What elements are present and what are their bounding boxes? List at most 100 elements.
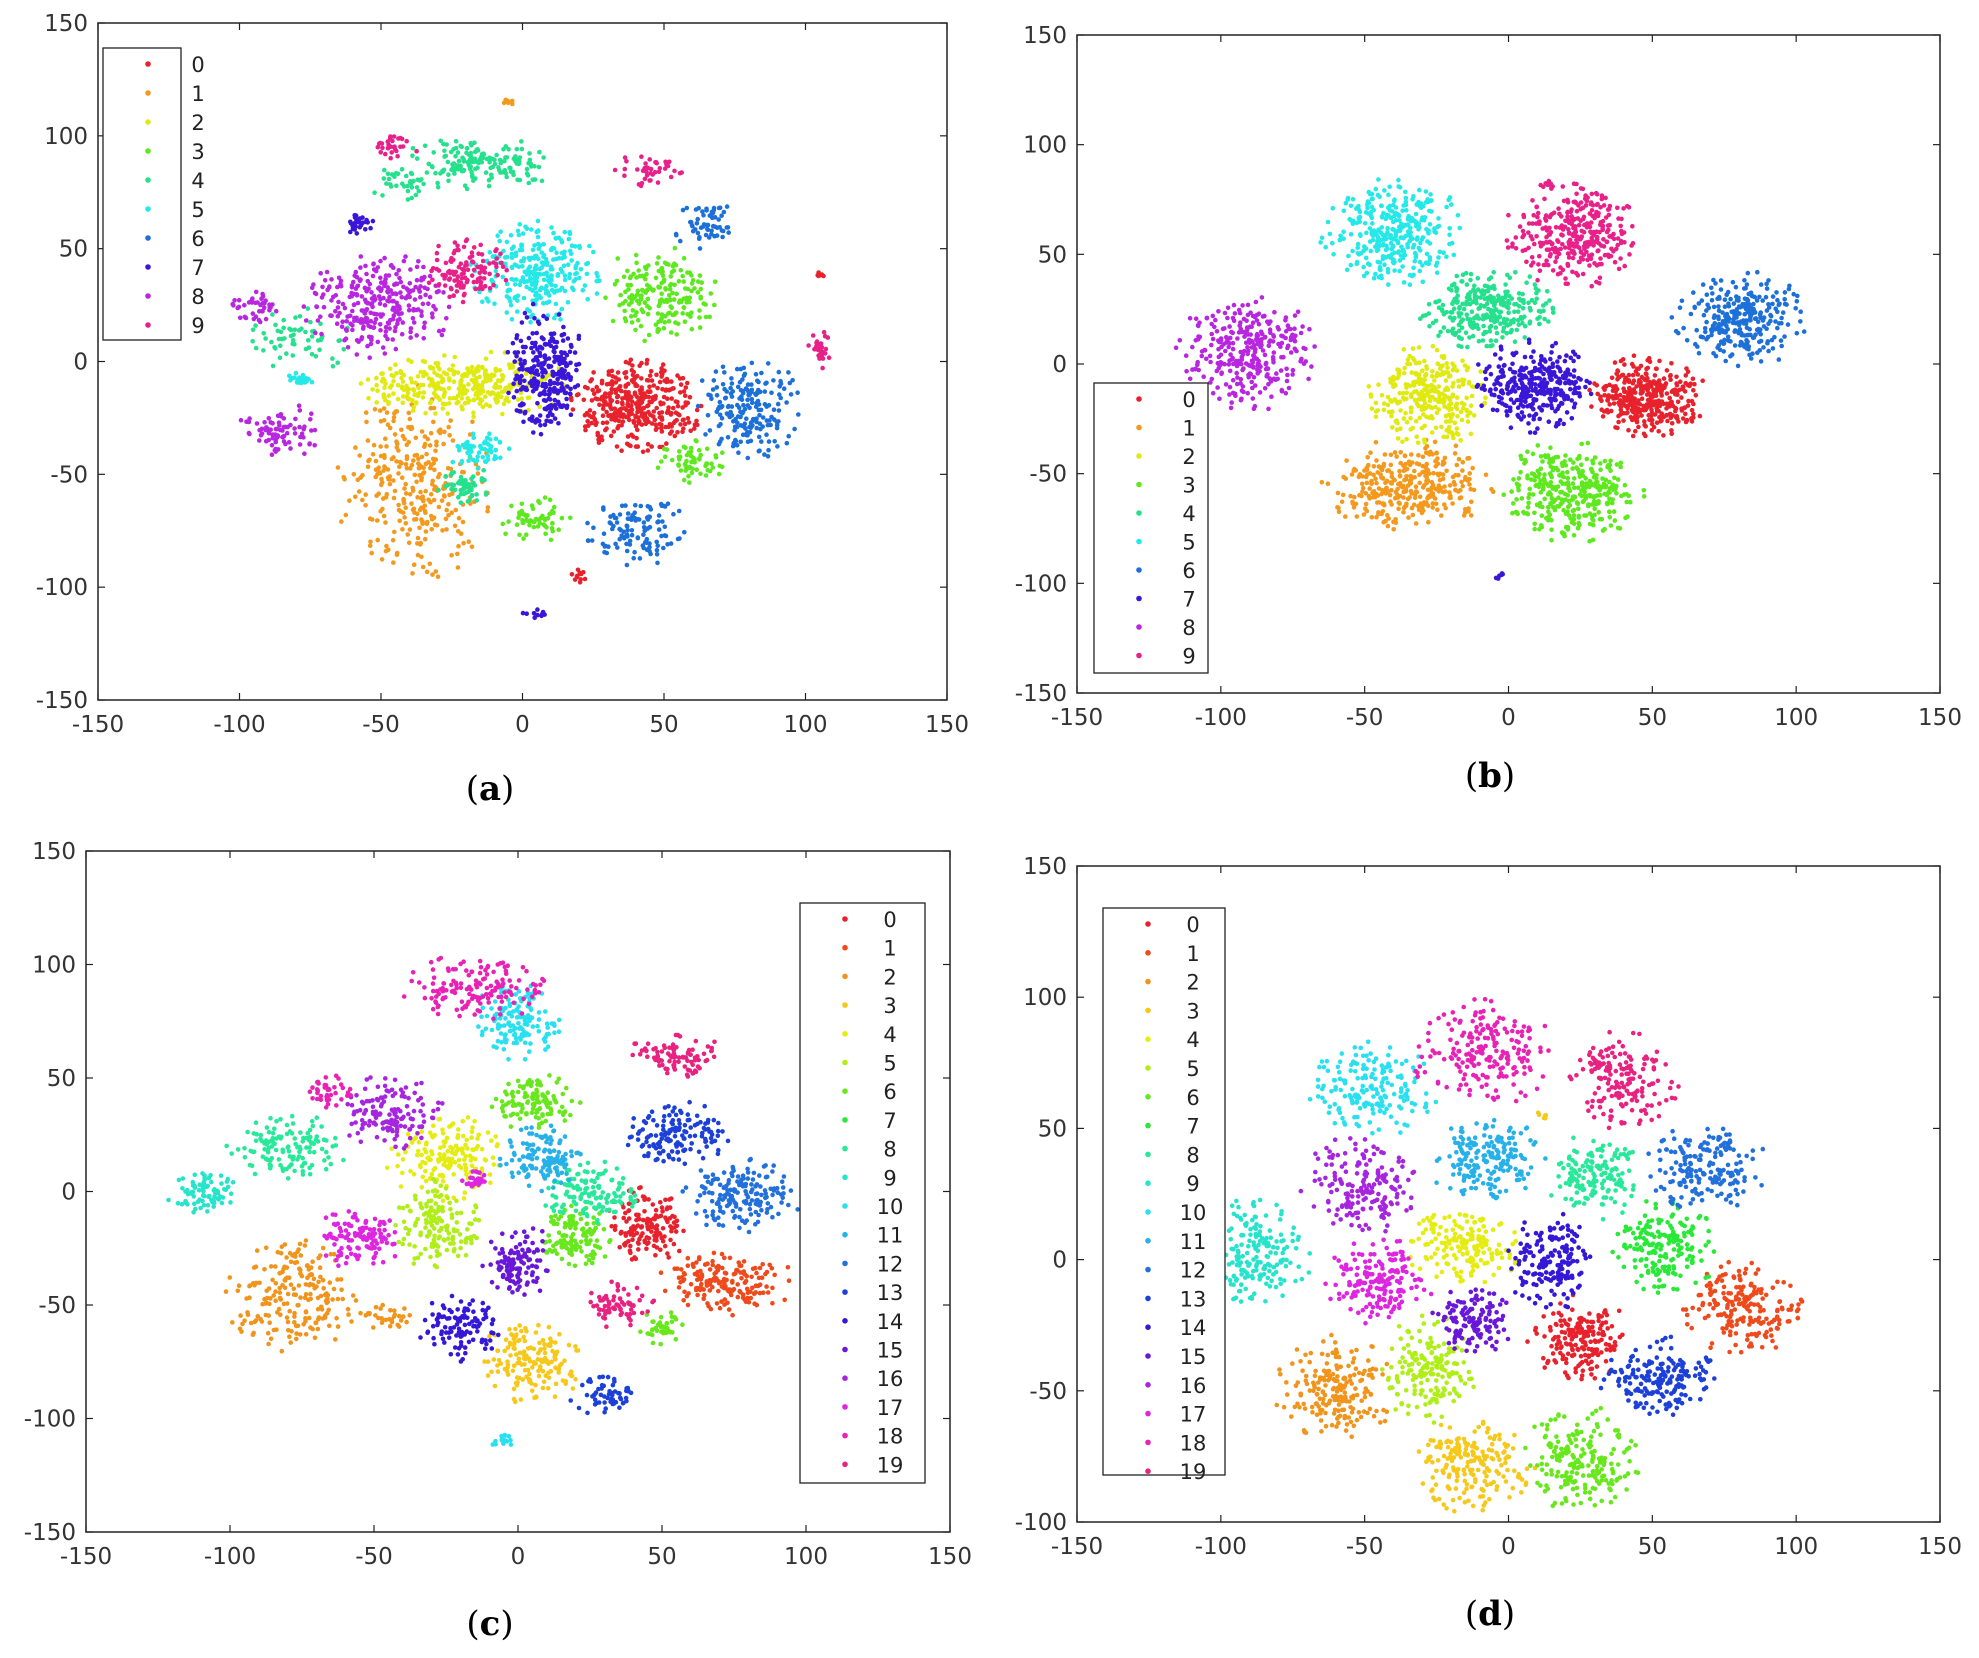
data-point xyxy=(776,369,782,375)
data-point xyxy=(464,146,470,151)
data-point xyxy=(640,309,646,315)
data-point xyxy=(385,475,391,480)
data-point xyxy=(1643,407,1648,413)
data-point xyxy=(317,347,322,353)
data-point xyxy=(365,464,371,470)
data-point xyxy=(765,454,771,459)
data-point xyxy=(497,238,503,244)
data-point xyxy=(408,267,413,272)
data-point xyxy=(474,458,480,464)
data-point xyxy=(422,536,428,542)
data-point xyxy=(542,517,548,523)
data-point xyxy=(1663,381,1669,386)
data-point xyxy=(479,159,485,165)
data-point xyxy=(746,389,751,394)
data-point xyxy=(550,521,555,526)
data-point xyxy=(536,272,541,277)
data-point xyxy=(529,227,534,232)
data-point xyxy=(1438,364,1444,369)
data-point xyxy=(266,416,272,421)
data-point xyxy=(483,492,489,497)
data-point xyxy=(453,145,459,151)
data-point xyxy=(320,284,325,290)
cluster-0 xyxy=(569,567,588,585)
data-point xyxy=(474,492,479,497)
data-point xyxy=(1414,379,1420,385)
data-point xyxy=(582,412,588,418)
data-point xyxy=(1417,472,1422,478)
data-point xyxy=(466,398,472,404)
data-point xyxy=(431,150,437,155)
data-point xyxy=(749,360,755,366)
data-point xyxy=(425,436,431,442)
data-point xyxy=(1589,513,1595,519)
data-point xyxy=(426,280,432,286)
data-point xyxy=(663,424,668,430)
data-point xyxy=(707,468,713,474)
data-point xyxy=(514,373,519,379)
data-point xyxy=(1669,399,1674,405)
data-point xyxy=(1612,475,1617,481)
data-point xyxy=(1335,490,1341,496)
data-point xyxy=(671,420,677,426)
data-point xyxy=(1459,417,1465,423)
data-point xyxy=(268,305,273,310)
data-point xyxy=(368,310,374,316)
data-point xyxy=(522,378,527,384)
data-point xyxy=(662,320,668,325)
data-point xyxy=(1422,501,1428,507)
data-point xyxy=(582,576,588,582)
data-point xyxy=(1540,504,1545,510)
data-point xyxy=(1538,466,1544,472)
data-point xyxy=(559,250,565,256)
data-point xyxy=(1633,428,1638,434)
data-point xyxy=(327,284,332,289)
data-point xyxy=(657,415,663,420)
data-point xyxy=(719,403,725,409)
data-point xyxy=(387,294,392,300)
data-point xyxy=(694,221,700,226)
data-point xyxy=(741,365,747,371)
data-point xyxy=(1417,494,1423,500)
data-point xyxy=(666,319,672,324)
data-point xyxy=(564,396,569,402)
data-point xyxy=(431,405,437,411)
data-point xyxy=(1439,424,1444,430)
data-point xyxy=(380,371,385,376)
data-point xyxy=(657,421,662,427)
data-point xyxy=(363,263,368,269)
data-point xyxy=(1675,416,1680,421)
data-point xyxy=(729,381,735,386)
data-point xyxy=(1414,461,1420,466)
data-point xyxy=(653,322,659,328)
data-point xyxy=(354,274,360,280)
x-tick-label: 0 xyxy=(515,712,530,738)
data-point xyxy=(1638,407,1643,413)
data-point xyxy=(1427,323,1432,329)
data-point xyxy=(716,471,722,477)
data-point xyxy=(1404,436,1409,442)
data-point xyxy=(423,410,428,416)
data-point xyxy=(585,297,590,302)
data-point xyxy=(692,422,698,428)
data-point xyxy=(422,441,428,447)
data-point xyxy=(655,543,660,548)
data-point xyxy=(304,379,309,384)
data-point xyxy=(637,408,643,414)
data-point xyxy=(619,422,624,428)
data-point xyxy=(451,161,457,166)
data-point xyxy=(438,427,443,433)
data-point xyxy=(272,447,278,453)
data-point xyxy=(1433,464,1439,469)
data-point xyxy=(623,370,629,375)
data-point xyxy=(1453,443,1459,449)
data-point xyxy=(423,461,429,467)
data-point xyxy=(1613,484,1619,489)
data-point xyxy=(608,397,613,403)
data-point xyxy=(558,317,563,322)
data-point xyxy=(419,454,425,460)
data-point xyxy=(622,316,628,321)
data-point xyxy=(629,320,635,325)
data-point xyxy=(315,318,321,323)
data-point xyxy=(538,423,543,428)
